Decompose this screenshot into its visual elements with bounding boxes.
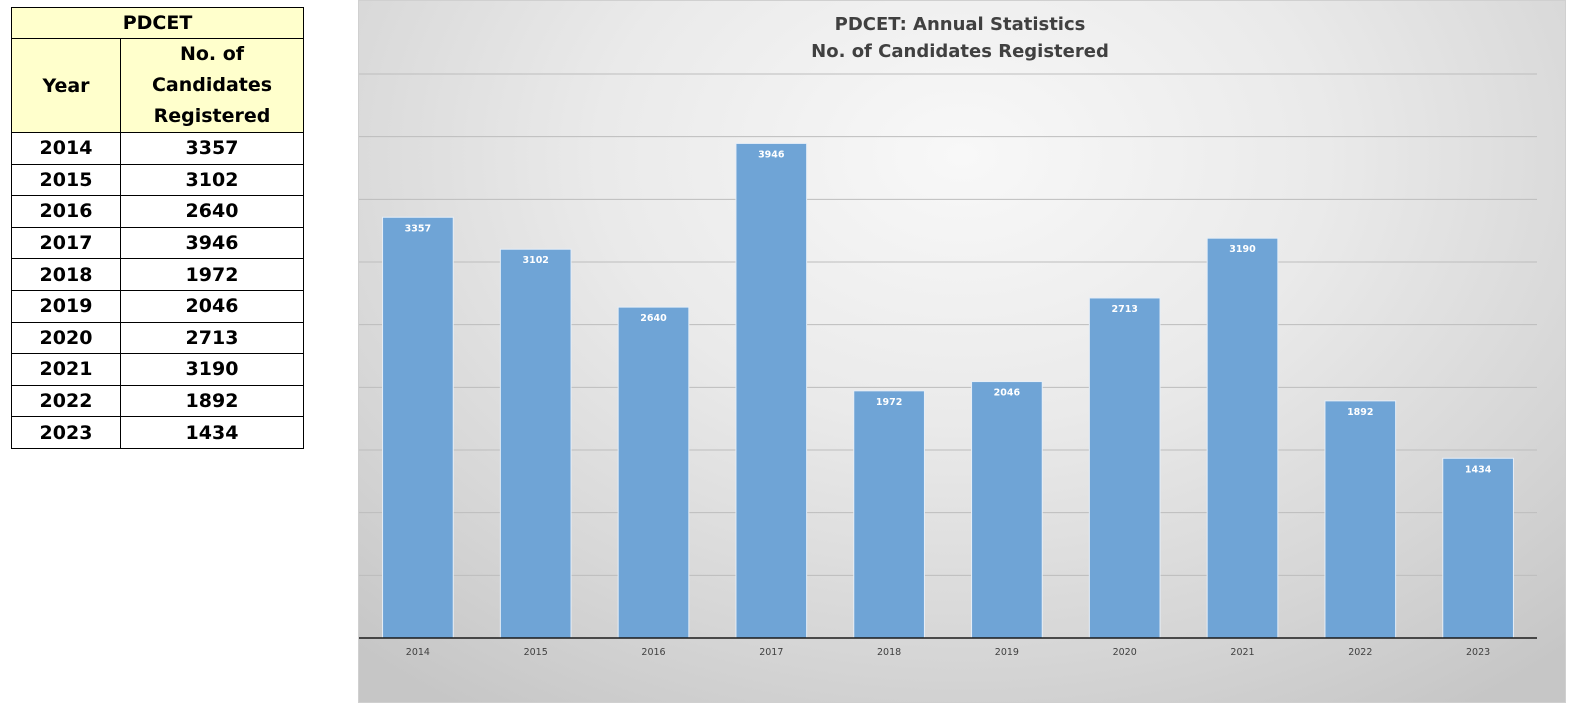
statistics-table: PDCET Year No. of Candidates Registered … bbox=[11, 7, 304, 449]
bar-value-label: 3357 bbox=[405, 223, 431, 234]
x-tick-label: 2019 bbox=[995, 647, 1019, 658]
count-cell: 3946 bbox=[120, 226, 304, 260]
bar-value-label: 2640 bbox=[640, 313, 667, 324]
bar-value-label: 1972 bbox=[876, 397, 902, 408]
bar-value-label: 2046 bbox=[994, 388, 1021, 399]
table-row: 2016 2640 bbox=[11, 195, 304, 228]
x-tick-label: 2021 bbox=[1230, 647, 1254, 658]
chart-bar-2015 bbox=[499, 248, 572, 639]
year-cell: 2014 bbox=[11, 132, 121, 165]
chart-bar-2022 bbox=[1324, 400, 1397, 639]
count-cell: 3357 bbox=[120, 132, 304, 165]
year-cell: 2015 bbox=[11, 163, 121, 197]
count-cell: 3190 bbox=[120, 353, 304, 386]
year-cell: 2023 bbox=[11, 416, 121, 449]
table-row: 2021 3190 bbox=[11, 353, 304, 386]
chart-bar-2018 bbox=[853, 390, 925, 639]
year-cell: 2016 bbox=[11, 195, 121, 228]
bar-chart: PDCET: Annual Statistics No. of Candidat… bbox=[358, 0, 1566, 703]
x-tick-label: 2014 bbox=[406, 647, 430, 658]
year-cell: 2019 bbox=[11, 289, 121, 323]
year-column-header: Year bbox=[11, 38, 121, 133]
x-tick-label: 2016 bbox=[641, 647, 665, 658]
x-tick-label: 2023 bbox=[1466, 647, 1490, 658]
chart-bar-2021 bbox=[1206, 237, 1279, 639]
table-title: PDCET bbox=[11, 7, 304, 39]
year-cell: 2022 bbox=[11, 384, 121, 418]
chart-title-line-1: PDCET: Annual Statistics bbox=[835, 14, 1086, 35]
x-tick-label: 2015 bbox=[524, 647, 548, 658]
chart-data-labels: 3357 3102 2640 3946 1972 2046 2713 3190 1892 1434 bbox=[405, 149, 1492, 475]
chart-bar-2017 bbox=[735, 142, 808, 639]
table-row: 2018 1972 bbox=[11, 258, 304, 291]
table-row: 2017 3946 bbox=[11, 226, 304, 260]
table-row: 2014 3357 bbox=[11, 132, 304, 165]
year-cell: 2021 bbox=[11, 353, 121, 386]
x-tick-label: 2022 bbox=[1348, 647, 1372, 658]
x-tick-label: 2018 bbox=[877, 647, 901, 658]
count-cell: 3102 bbox=[120, 163, 304, 197]
bar-value-label: 1434 bbox=[1465, 464, 1492, 475]
count-cell: 2046 bbox=[120, 289, 304, 323]
chart-bar-2020 bbox=[1088, 297, 1161, 639]
count-cell: 2640 bbox=[120, 195, 304, 228]
count-cell: 1892 bbox=[120, 384, 304, 418]
year-cell: 2017 bbox=[11, 226, 121, 260]
count-header-line-2: Candidates bbox=[151, 74, 273, 96]
bar-value-label: 1892 bbox=[1347, 407, 1373, 418]
x-tick-label: 2020 bbox=[1113, 647, 1137, 658]
chart-x-tick-labels: 2014 2015 2016 2017 2018 2019 2020 2021 2022 2023 bbox=[406, 647, 1490, 658]
bar-value-label: 3102 bbox=[522, 255, 548, 266]
count-cell: 2713 bbox=[120, 321, 304, 355]
year-cell: 2018 bbox=[11, 258, 121, 291]
x-tick-label: 2017 bbox=[759, 647, 783, 658]
count-cell: 1972 bbox=[120, 258, 304, 291]
count-header-line-1: No. of bbox=[179, 43, 245, 65]
bar-value-label: 3190 bbox=[1229, 244, 1256, 255]
chart-bar-2016 bbox=[617, 306, 690, 639]
chart-title-line-2: No. of Candidates Registered bbox=[811, 41, 1109, 62]
table-row: 2015 3102 bbox=[11, 163, 304, 197]
bar-value-label: 3946 bbox=[758, 149, 785, 160]
chart-bar-2019 bbox=[971, 381, 1043, 639]
count-column-header: No. of Candidates Registered bbox=[120, 38, 304, 133]
bar-value-label: 2713 bbox=[1111, 304, 1137, 315]
count-cell: 1434 bbox=[120, 416, 304, 449]
statistics-table-body: PDCET Year No. of Candidates Registered … bbox=[11, 7, 304, 449]
year-cell: 2020 bbox=[11, 321, 121, 355]
chart-bar-2014 bbox=[382, 216, 454, 639]
table-row: 2020 2713 bbox=[11, 321, 304, 355]
count-header-line-3: Registered bbox=[153, 105, 271, 127]
chart-bars bbox=[382, 142, 1514, 639]
table-row: 2022 1892 bbox=[11, 384, 304, 418]
chart-bar-2023 bbox=[1442, 457, 1514, 639]
bar-chart-svg: PDCET: Annual Statistics No. of Candidat… bbox=[359, 14, 1537, 658]
table-row: 2019 2046 bbox=[11, 289, 304, 323]
table-row: 2023 1434 bbox=[11, 416, 304, 449]
